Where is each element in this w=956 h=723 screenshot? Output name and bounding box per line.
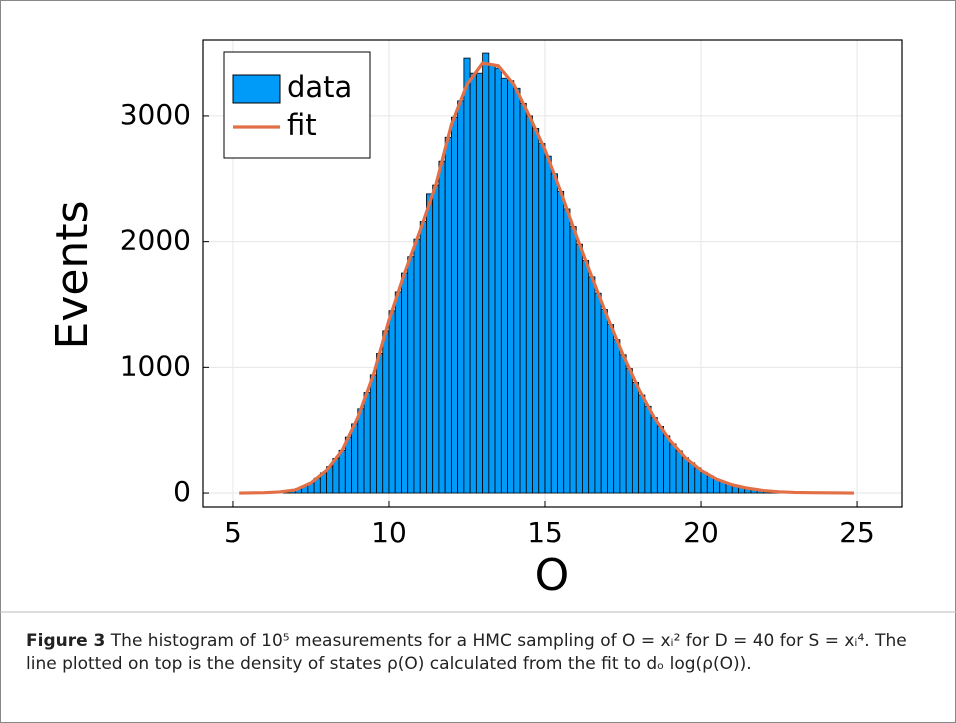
histogram-bar: [450, 116, 459, 494]
x-tick-label: 25: [839, 516, 875, 549]
histogram-bar: [650, 417, 658, 494]
histogram-bar: [675, 450, 683, 494]
histogram-bar: [669, 443, 677, 494]
histogram-bar: [631, 382, 640, 494]
plot-frame: [202, 39, 903, 508]
histogram-bar: [600, 309, 608, 494]
histogram-bar: [475, 72, 483, 494]
histogram-bar: [432, 184, 440, 494]
histogram-bar: [351, 423, 359, 494]
histogram-bar: [338, 449, 346, 494]
histogram-bar: [557, 190, 565, 494]
y-tick-label: 1000: [120, 349, 191, 382]
x-tick-label: 10: [371, 516, 407, 549]
histogram-bar: [413, 238, 421, 494]
histogram-bar: [519, 102, 527, 494]
histogram-bar: [638, 394, 646, 494]
x-tick-label: 5: [224, 516, 242, 549]
caption-text: The histogram of 10⁵ measurements for a …: [26, 631, 907, 674]
histogram-bar: [507, 80, 515, 494]
y-tick-label: 2000: [120, 224, 191, 257]
histogram-bar: [438, 160, 446, 494]
histogram-bar: [463, 57, 471, 494]
histogram-bar: [575, 243, 583, 494]
histogram-bar: [469, 72, 477, 494]
histogram-bar: [700, 471, 708, 494]
y-axis-label: Events: [47, 201, 98, 350]
histogram-bar: [544, 155, 552, 494]
histogram-bar: [419, 221, 427, 494]
histogram-bar: [357, 408, 365, 494]
histogram-bar: [401, 272, 409, 494]
legend-label: data: [287, 70, 352, 104]
histogram-bar: [563, 208, 571, 494]
histogram-bar: [407, 256, 415, 494]
caption-label: Figure 3: [26, 631, 106, 651]
legend: data fit: [223, 51, 371, 159]
histogram-bar: [376, 353, 384, 494]
histogram-bar: [619, 354, 627, 494]
histogram-bar: [363, 392, 371, 494]
caption: Figure 3 The histogram of 10⁵ measuremen…: [26, 630, 926, 676]
histogram-bar: [538, 143, 546, 494]
histogram-bar: [625, 368, 633, 494]
histogram-bar: [607, 324, 615, 494]
legend-label: fit: [287, 108, 317, 142]
histogram-bar: [663, 435, 671, 494]
histogram-bar: [550, 173, 558, 494]
fit-line: [239, 61, 854, 495]
x-tick-label: 20: [683, 516, 719, 549]
histogram-bar: [444, 136, 452, 494]
histogram-bar: [457, 100, 465, 494]
histogram-bar: [494, 67, 502, 494]
histogram-bar: [582, 260, 590, 494]
histogram-bar: [681, 457, 689, 494]
histogram-bar: [688, 462, 696, 494]
histogram-bar: [513, 87, 521, 494]
x-axis-label: O: [535, 550, 570, 601]
histogram-bar: [426, 193, 434, 494]
marks: [239, 52, 854, 495]
histogram-bar: [532, 128, 540, 494]
y-tick-label: 3000: [120, 98, 191, 131]
histogram-bar: [382, 330, 390, 494]
histogram-bar: [488, 63, 496, 494]
y-tick-label: 0: [173, 475, 191, 508]
histogram-bar: [644, 405, 652, 494]
legend-box: [223, 51, 371, 159]
histogram-bar: [569, 226, 577, 494]
histogram-bar: [588, 276, 596, 494]
histogram-bar: [656, 426, 664, 494]
histogram-bar: [594, 292, 602, 494]
histogram-bar: [369, 374, 377, 494]
histogram-bar: [394, 291, 402, 494]
histogram-bar: [482, 52, 490, 494]
histogram-bar: [388, 310, 396, 494]
histogram-bar: [613, 339, 621, 494]
histogram-bar: [525, 115, 533, 494]
legend-swatch: [232, 74, 281, 104]
x-tick-label: 15: [527, 516, 563, 549]
histogram-bar: [500, 77, 508, 494]
